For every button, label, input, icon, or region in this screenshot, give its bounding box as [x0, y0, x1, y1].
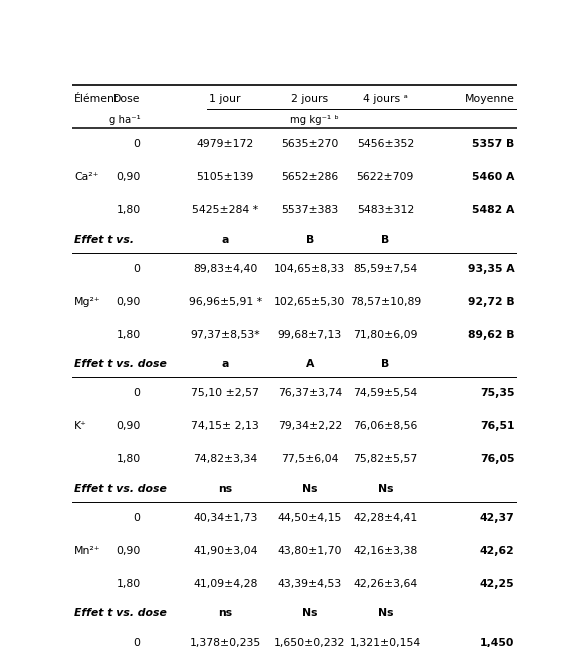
Text: g ha⁻¹: g ha⁻¹: [109, 115, 141, 126]
Text: 5357 B: 5357 B: [472, 139, 514, 149]
Text: 74,59±5,54: 74,59±5,54: [353, 388, 417, 399]
Text: 0: 0: [134, 513, 141, 523]
Text: 5635±270: 5635±270: [281, 139, 339, 149]
Text: 1,80: 1,80: [117, 579, 141, 589]
Text: 5622±709: 5622±709: [356, 172, 414, 182]
Text: 41,90±3,04: 41,90±3,04: [193, 546, 258, 556]
Text: Ns: Ns: [378, 484, 393, 494]
Text: 79,34±2,22: 79,34±2,22: [278, 421, 342, 432]
Text: 76,05: 76,05: [480, 454, 514, 465]
Text: B: B: [305, 235, 314, 245]
Text: 92,72 B: 92,72 B: [468, 297, 514, 307]
Text: 43,80±1,70: 43,80±1,70: [277, 546, 342, 556]
Text: 2 jours: 2 jours: [291, 94, 328, 104]
Text: 99,68±7,13: 99,68±7,13: [278, 330, 342, 340]
Text: Effet t vs. dose: Effet t vs. dose: [74, 484, 167, 494]
Text: 0: 0: [134, 139, 141, 149]
Text: 4 jours ᵃ: 4 jours ᵃ: [363, 94, 408, 104]
Text: 5425±284 *: 5425±284 *: [192, 205, 258, 215]
Text: 97,37±8,53*: 97,37±8,53*: [191, 330, 260, 340]
Text: 76,37±3,74: 76,37±3,74: [278, 388, 342, 399]
Text: 42,26±3,64: 42,26±3,64: [353, 579, 417, 589]
Text: a: a: [222, 235, 229, 245]
Text: 71,80±6,09: 71,80±6,09: [353, 330, 418, 340]
Text: 74,15± 2,13: 74,15± 2,13: [191, 421, 259, 432]
Text: Ca²⁺: Ca²⁺: [74, 172, 98, 182]
Text: 44,50±4,15: 44,50±4,15: [278, 513, 342, 523]
Text: 5483±312: 5483±312: [357, 205, 414, 215]
Text: 102,65±5,30: 102,65±5,30: [274, 297, 346, 307]
Text: ns: ns: [218, 608, 232, 618]
Text: ns: ns: [218, 484, 232, 494]
Text: 1 jour: 1 jour: [210, 94, 241, 104]
Text: K⁺: K⁺: [74, 421, 87, 432]
Text: B: B: [381, 235, 390, 245]
Text: 0: 0: [134, 264, 141, 274]
Text: Mg²⁺: Mg²⁺: [74, 297, 100, 307]
Text: 42,16±3,38: 42,16±3,38: [353, 546, 417, 556]
Text: 0: 0: [134, 388, 141, 399]
Text: 75,82±5,57: 75,82±5,57: [353, 454, 417, 465]
Text: 0,90: 0,90: [117, 546, 141, 556]
Text: 42,37: 42,37: [480, 513, 514, 523]
Text: 1,80: 1,80: [117, 205, 141, 215]
Text: Mn²⁺: Mn²⁺: [74, 546, 100, 556]
Text: 42,25: 42,25: [480, 579, 514, 589]
Text: 43,39±4,53: 43,39±4,53: [278, 579, 342, 589]
Text: A: A: [305, 359, 314, 369]
Text: 40,34±1,73: 40,34±1,73: [193, 513, 257, 523]
Text: Moyenne: Moyenne: [464, 94, 514, 104]
Text: a: a: [222, 359, 229, 369]
Text: 76,06±8,56: 76,06±8,56: [353, 421, 417, 432]
Text: 74,82±3,34: 74,82±3,34: [193, 454, 257, 465]
Text: 78,57±10,89: 78,57±10,89: [350, 297, 421, 307]
Text: 75,10 ±2,57: 75,10 ±2,57: [191, 388, 259, 399]
Text: Dose: Dose: [113, 94, 141, 104]
Text: 5652±286: 5652±286: [281, 172, 338, 182]
Text: 42,62: 42,62: [480, 546, 514, 556]
Text: 85,59±7,54: 85,59±7,54: [353, 264, 417, 274]
Text: 76,51: 76,51: [480, 421, 514, 432]
Text: B: B: [381, 359, 390, 369]
Text: 4979±172: 4979±172: [197, 139, 254, 149]
Text: mg kg⁻¹ ᵇ: mg kg⁻¹ ᵇ: [290, 115, 339, 126]
Text: 5456±352: 5456±352: [357, 139, 414, 149]
Text: 42,28±4,41: 42,28±4,41: [353, 513, 417, 523]
Text: 5105±139: 5105±139: [196, 172, 254, 182]
Text: Effet t vs.: Effet t vs.: [74, 235, 134, 245]
Text: 1,80: 1,80: [117, 330, 141, 340]
Text: Ns: Ns: [302, 608, 317, 618]
Text: 5460 A: 5460 A: [472, 172, 514, 182]
Text: 89,62 B: 89,62 B: [468, 330, 514, 340]
Text: 1,80: 1,80: [117, 454, 141, 465]
Text: Élément: Élément: [74, 94, 119, 104]
Text: 0,90: 0,90: [117, 172, 141, 182]
Text: 0,90: 0,90: [117, 421, 141, 432]
Text: 0,90: 0,90: [117, 297, 141, 307]
Text: Ns: Ns: [302, 484, 317, 494]
Text: Ns: Ns: [378, 608, 393, 618]
Text: 1,321±0,154: 1,321±0,154: [350, 637, 421, 647]
Text: 5537±383: 5537±383: [281, 205, 338, 215]
Text: 1,450: 1,450: [480, 637, 514, 647]
Text: 77,5±6,04: 77,5±6,04: [281, 454, 339, 465]
Text: Effet t vs. dose: Effet t vs. dose: [74, 359, 167, 369]
Text: 96,96±5,91 *: 96,96±5,91 *: [189, 297, 262, 307]
Text: 89,83±4,40: 89,83±4,40: [193, 264, 257, 274]
Text: 104,65±8,33: 104,65±8,33: [274, 264, 346, 274]
Text: 41,09±4,28: 41,09±4,28: [193, 579, 257, 589]
Text: 5482 A: 5482 A: [472, 205, 514, 215]
Text: 75,35: 75,35: [480, 388, 514, 399]
Text: 1,378±0,235: 1,378±0,235: [189, 637, 261, 647]
Text: 93,35 A: 93,35 A: [468, 264, 514, 274]
Text: 1,650±0,232: 1,650±0,232: [274, 637, 346, 647]
Text: Effet t vs. dose: Effet t vs. dose: [74, 608, 167, 618]
Text: 0: 0: [134, 637, 141, 647]
